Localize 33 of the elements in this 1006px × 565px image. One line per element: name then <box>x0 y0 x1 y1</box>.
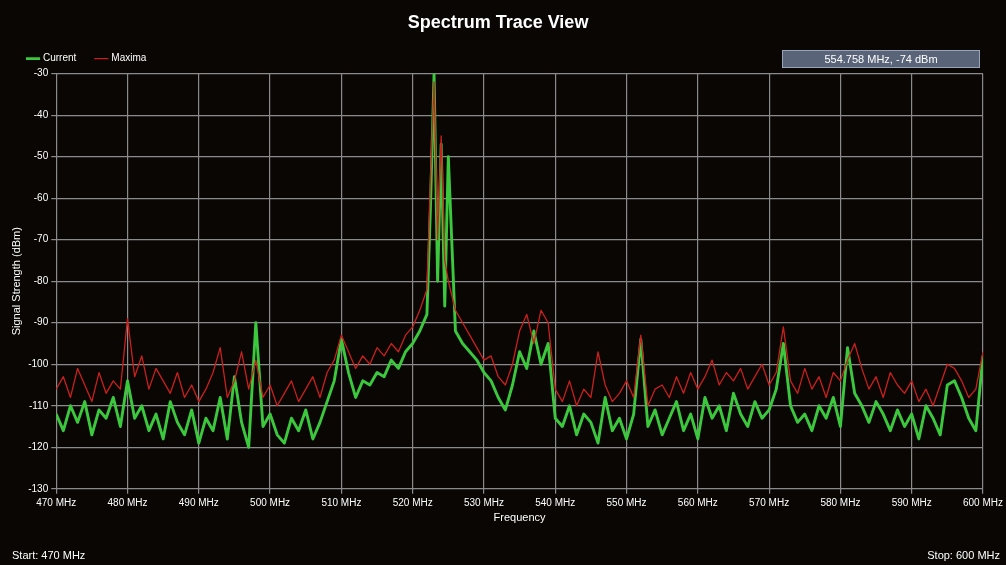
x-tick-label: 590 MHz <box>891 496 932 508</box>
y-tick-label: -60 <box>33 191 49 203</box>
x-tick-label: 470 MHz <box>36 496 77 508</box>
y-axis-title: Signal Strength (dBm) <box>9 227 22 336</box>
y-tick-label: -70 <box>33 233 49 245</box>
x-tick-label: 550 MHz <box>606 496 647 508</box>
y-tick-label: -100 <box>28 357 49 369</box>
y-tick-label: -80 <box>33 274 49 286</box>
y-tick-label: -30 <box>33 67 49 79</box>
y-tick-label: -110 <box>28 399 49 411</box>
x-tick-label: 570 MHz <box>749 496 790 508</box>
text: 554.758 MHz, -74 dBm <box>782 50 980 68</box>
x-tick-label: 540 MHz <box>535 496 576 508</box>
legend-label: Maxima <box>111 52 147 64</box>
x-tick-label: 510 MHz <box>321 496 362 508</box>
y-tick-label: -90 <box>33 316 49 328</box>
x-tick-label: 490 MHz <box>178 496 219 508</box>
y-tick-label: -40 <box>33 108 49 120</box>
text: Start: 470 MHz <box>12 549 86 561</box>
y-tick-label: -50 <box>33 150 49 162</box>
legend-label: Current <box>43 52 77 64</box>
x-tick-label: 560 MHz <box>677 496 718 508</box>
y-tick-label: -130 <box>28 482 49 494</box>
text: Stop: 600 MHz <box>927 549 1000 561</box>
x-tick-label: 500 MHz <box>250 496 291 508</box>
x-tick-label: 530 MHz <box>463 496 504 508</box>
x-tick-label: 580 MHz <box>820 496 861 508</box>
y-tick-label: -120 <box>28 441 49 453</box>
x-axis-title: Frequency <box>493 511 547 524</box>
x-tick-label: 600 MHz <box>962 496 1003 508</box>
x-tick-label: 520 MHz <box>392 496 433 508</box>
chart-title: Spectrum Trace View <box>407 11 590 32</box>
x-tick-label: 480 MHz <box>107 496 148 508</box>
